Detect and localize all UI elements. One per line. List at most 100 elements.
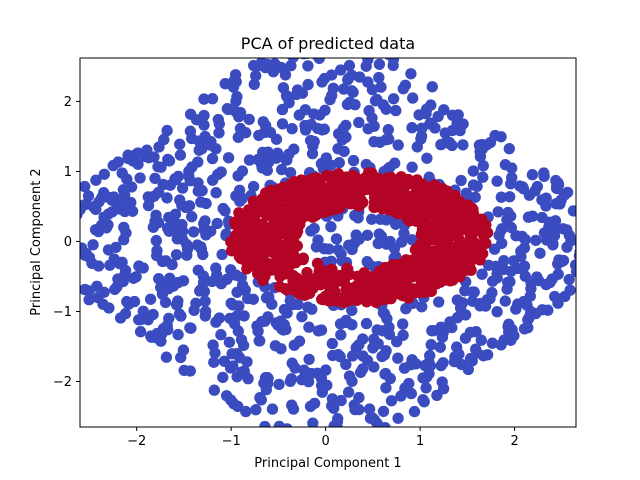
scatter-point-blue: [190, 297, 202, 309]
scatter-point-blue: [446, 321, 458, 334]
scatter-point-blue: [298, 364, 310, 376]
scatter-point-blue: [277, 324, 290, 336]
scatter-point-blue: [198, 218, 210, 230]
scatter-point-blue: [600, 259, 611, 270]
scatter-point-blue: [331, 438, 342, 449]
scatter-point-blue: [346, 319, 358, 331]
scatter-point-blue: [232, 325, 244, 337]
scatter-point-blue: [104, 259, 116, 271]
scatter-point-blue: [273, 378, 285, 391]
scatter-point-blue: [284, 167, 297, 179]
scatter-point-blue: [196, 143, 208, 155]
scatter-point-blue: [564, 284, 576, 296]
scatter-point-blue: [332, 413, 344, 425]
scatter-point-blue: [556, 255, 568, 268]
scatter-point-blue: [161, 319, 173, 332]
scatter-point-blue: [374, 213, 386, 225]
scatter-point-blue: [172, 295, 184, 307]
scatter-point-blue: [273, 420, 285, 427]
scatter-point-red: [417, 221, 429, 233]
scatter-point-blue: [471, 180, 483, 193]
scatter-point-red: [325, 170, 338, 182]
scatter-point-blue: [598, 218, 609, 229]
scatter-point-blue: [321, 7, 332, 18]
scatter-point-blue: [431, 389, 443, 402]
scatter-point-blue: [390, 104, 402, 117]
scatter-point-blue: [56, 208, 67, 219]
scatter-point-red: [292, 204, 305, 217]
scatter-point-blue: [435, 139, 447, 151]
scatter-point-blue: [417, 394, 429, 406]
scatter-point-blue: [312, 325, 325, 337]
scatter-point-blue: [80, 180, 91, 193]
scatter-point-blue: [493, 229, 505, 241]
scatter-point-blue: [264, 126, 277, 139]
scatter-point-blue: [350, 433, 361, 444]
scatter-point-blue: [227, 360, 239, 372]
scatter-point-red: [314, 264, 327, 276]
scatter-point-blue: [455, 174, 467, 187]
scatter-point-blue: [602, 244, 613, 255]
scatter-point-blue: [578, 270, 589, 281]
scatter-point-blue: [335, 329, 347, 341]
scatter-point-blue: [286, 123, 298, 135]
scatter-point-blue: [391, 336, 403, 348]
scatter-point-blue: [160, 279, 172, 291]
scatter-point-blue: [281, 423, 293, 427]
scatter-point-blue: [276, 118, 289, 130]
scatter-point-blue: [565, 235, 576, 247]
scatter-point-blue: [357, 350, 369, 362]
scatter-point-red: [321, 271, 334, 284]
scatter-point-blue: [276, 163, 288, 176]
scatter-point-blue: [176, 182, 189, 194]
scatter-point-blue: [372, 237, 384, 250]
y-tick-label: −1: [53, 305, 72, 320]
scatter-point-blue: [477, 171, 489, 183]
scatter-point-blue: [550, 180, 563, 193]
scatter-point-blue: [477, 160, 489, 172]
scatter-point-blue: [235, 334, 248, 346]
scatter-point-blue: [340, 358, 352, 371]
scatter-point-red: [461, 238, 474, 250]
scatter-point-blue: [293, 444, 304, 455]
scatter-point-blue: [205, 139, 217, 151]
scatter-point-blue: [588, 230, 599, 241]
scatter-point-blue: [89, 224, 102, 236]
scatter-point-blue: [208, 384, 220, 396]
scatter-point-blue: [449, 351, 461, 363]
scatter-point-blue: [156, 255, 169, 268]
scatter-point-red: [416, 200, 428, 212]
scatter-point-blue: [327, 349, 339, 362]
scatter-point-blue: [459, 332, 472, 344]
scatter-point-blue: [433, 296, 445, 308]
scatter-point-blue: [114, 312, 127, 324]
scatter-point-blue: [174, 149, 187, 161]
scatter-point-blue: [359, 435, 370, 446]
scatter-point-blue: [475, 334, 487, 346]
scatter-point-blue: [236, 165, 249, 177]
scatter-point-blue: [333, 157, 345, 169]
scatter-point-red: [400, 190, 413, 202]
scatter-point-blue: [240, 405, 252, 418]
scatter-point-blue: [387, 58, 400, 65]
scatter-point-blue: [210, 187, 222, 199]
scatter-point-blue: [360, 60, 372, 72]
plot-frame: [79, 57, 577, 428]
scatter-point-blue: [457, 139, 469, 151]
scatter-point-red: [282, 196, 294, 208]
scatter-point-blue: [150, 234, 162, 247]
scatter-point-blue: [338, 435, 349, 446]
scatter-point-red: [372, 177, 384, 190]
scatter-point-blue: [488, 243, 501, 255]
scatter-point-blue: [585, 273, 596, 284]
scatter-point-blue: [552, 268, 564, 280]
scatter-point-red: [338, 296, 350, 309]
scatter-point-blue: [259, 315, 271, 327]
scatter-point-blue: [392, 412, 404, 424]
scatter-point-red: [286, 228, 299, 240]
scatter-point-blue: [87, 201, 100, 213]
scatter-point-blue: [250, 70, 262, 82]
scatter-point-blue: [395, 236, 408, 248]
scatter-point-blue: [486, 337, 499, 349]
scatter-point-red: [331, 271, 343, 283]
